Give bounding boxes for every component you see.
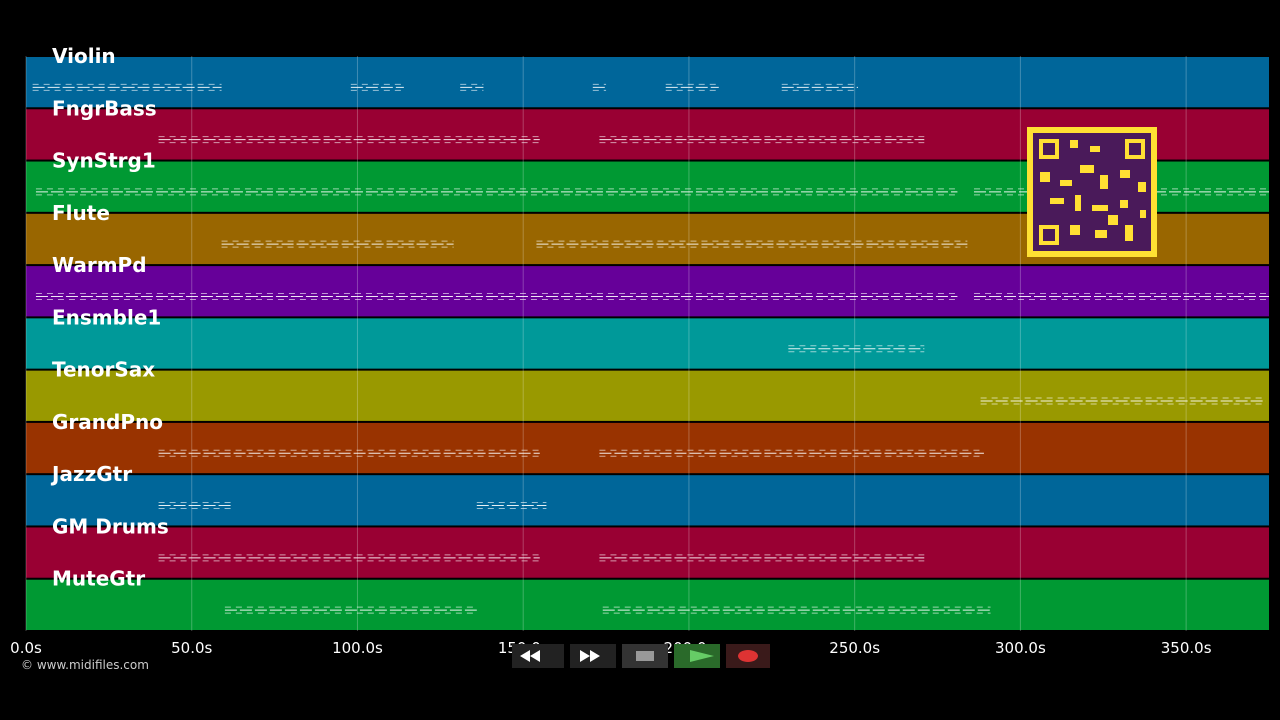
note-segment (460, 83, 484, 91)
transport-controls (512, 644, 770, 668)
note-segment (599, 449, 984, 457)
note-segment (781, 83, 858, 91)
rewind-button[interactable] (512, 644, 564, 668)
track-name: TenorSax (52, 358, 155, 382)
track-row (26, 266, 1269, 317)
tick-label: 100.0s (332, 639, 383, 657)
note-segment (973, 292, 1269, 300)
record-button[interactable] (726, 644, 770, 668)
note-segment (158, 502, 232, 510)
track-name: Flute (52, 201, 110, 225)
tick-label: 350.0s (1161, 639, 1212, 657)
note-segment (476, 502, 547, 510)
note-segment (224, 606, 477, 614)
track-name: JazzGtr (50, 462, 132, 486)
track-name: SynStrg1 (52, 149, 156, 173)
track-name: Violin (52, 44, 116, 68)
note-segment (221, 240, 454, 248)
track-row (26, 57, 1269, 108)
note-segment (602, 606, 991, 614)
note-segment (599, 554, 925, 562)
tick-label: 250.0s (829, 639, 880, 657)
fast-forward-button[interactable] (570, 644, 616, 668)
tick-label: 300.0s (995, 639, 1046, 657)
track-name: Ensmble1 (52, 305, 161, 329)
play-button[interactable] (674, 644, 720, 668)
tick-label: 0.0s (10, 639, 42, 657)
track-name: WarmPd (52, 253, 147, 277)
track-row (26, 422, 1269, 474)
track-row (26, 318, 1269, 369)
note-segment (35, 188, 958, 196)
tick-label: 50.0s (171, 639, 212, 657)
grid (25, 56, 1187, 631)
track-row (26, 527, 1269, 578)
qr-code (1027, 127, 1157, 257)
track-labels: Violin FngrBass SynStrg1 Flute WarmPd Ensmble… (50, 44, 169, 591)
stop-button[interactable] (622, 644, 668, 668)
note-segment (35, 292, 958, 300)
copyright: © www.midifiles.com (21, 658, 149, 672)
note-segment (599, 136, 925, 144)
note-segment (788, 345, 925, 353)
note-segment (980, 397, 1266, 405)
note-segment (592, 83, 607, 91)
note-segment (665, 83, 719, 91)
note-segment (158, 554, 540, 562)
note-segment (536, 240, 968, 248)
track-name: GrandPno (52, 410, 163, 434)
track-row (26, 370, 1269, 421)
note-segment (158, 136, 540, 144)
note-segment (158, 449, 540, 457)
track-row (26, 475, 1269, 526)
track-name: FngrBass (52, 96, 157, 120)
track-name: GM Drums (52, 514, 169, 538)
track-row (26, 579, 1269, 630)
note-segment (32, 83, 222, 91)
track-name: MuteGtr (52, 567, 145, 591)
note-segment (350, 83, 404, 91)
